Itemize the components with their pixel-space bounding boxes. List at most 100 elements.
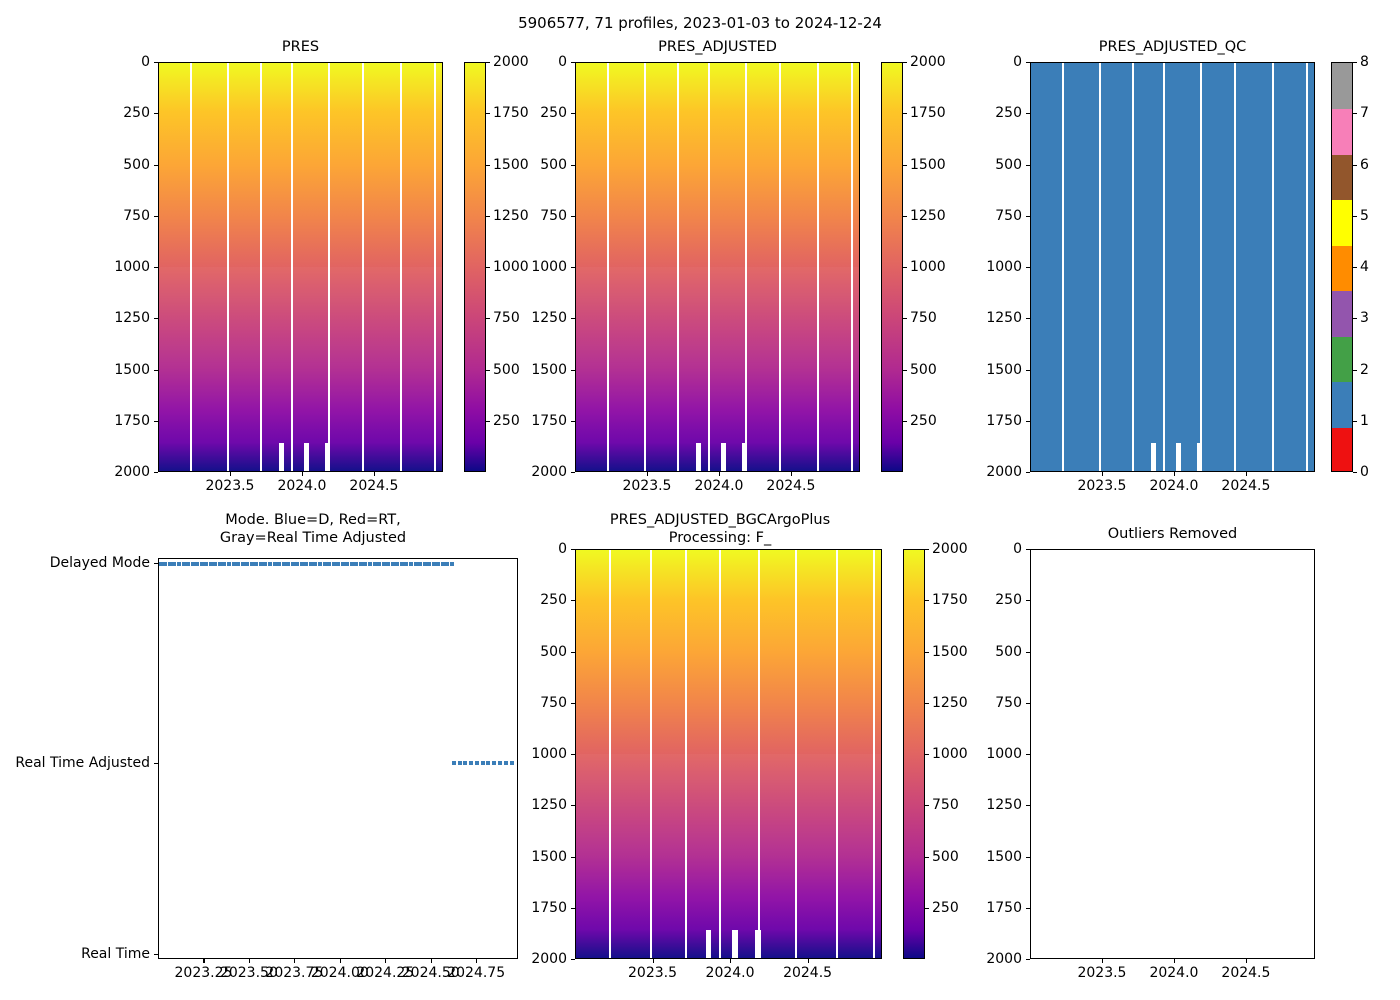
mode-data-point xyxy=(313,561,318,566)
heatmap-gradient-fill xyxy=(576,63,859,471)
y-tick-label: 1500 xyxy=(531,848,567,865)
colorbar-tick-mark xyxy=(486,267,490,269)
deep-data-gap xyxy=(1151,443,1157,471)
x-tick-mark xyxy=(718,472,721,476)
data-gap-line xyxy=(872,550,875,958)
y-tick-mark xyxy=(571,215,575,217)
y-tick-mark xyxy=(571,369,575,371)
qc-colorbar-tick-label: 0 xyxy=(1360,464,1369,480)
x-tick-mark xyxy=(385,959,387,963)
pres-colorbar[interactable] xyxy=(464,62,486,472)
y-tick-mark xyxy=(1026,907,1030,909)
y-tick-mark xyxy=(1026,754,1030,756)
mode-data-point xyxy=(440,561,445,566)
data-gap-line xyxy=(291,63,294,471)
x-tick-label: 2024.0 xyxy=(277,478,327,494)
data-gap-line xyxy=(328,63,331,471)
y-tick-mark xyxy=(1026,472,1030,474)
deep-data-gap xyxy=(1197,443,1203,471)
y-tick-mark xyxy=(571,702,575,704)
qc-colorbar-tick-mark xyxy=(1353,267,1357,269)
mode-data-point xyxy=(240,561,245,566)
y-tick-mark xyxy=(571,907,575,909)
panel-pres-adjusted-qc-title: PRES_ADJUSTED_QC xyxy=(1098,39,1247,55)
colorbar-tick-label: 750 xyxy=(910,310,937,327)
colorbar-tick-mark xyxy=(486,369,490,371)
bgcargoplus-heatmap-axes[interactable] xyxy=(575,549,882,959)
mode-data-point xyxy=(372,561,377,566)
pres-adjusted-heatmap-axes[interactable] xyxy=(575,62,860,472)
y-tick-mark xyxy=(1026,805,1030,807)
y-tick-mark xyxy=(154,472,158,474)
mode-data-point xyxy=(263,561,268,566)
colorbar-tick-label: 1750 xyxy=(910,105,946,122)
x-tick-label: 2024.0 xyxy=(1149,478,1199,494)
x-tick-label: 2024.0 xyxy=(705,965,755,981)
y-tick-label: 1250 xyxy=(531,310,567,327)
data-gap-line xyxy=(1306,63,1309,471)
bgcargoplus-colorbar[interactable] xyxy=(903,549,925,959)
mode-y-tick-mark xyxy=(154,763,158,765)
mode-data-point xyxy=(304,561,309,566)
colorbar-tick-mark xyxy=(925,907,929,909)
panel-pres-adjusted-title: PRES_ADJUSTED xyxy=(658,39,777,55)
y-tick-label: 250 xyxy=(995,105,1022,122)
y-tick-mark xyxy=(154,113,158,115)
y-tick-label: 1000 xyxy=(531,259,567,275)
mode-data-point xyxy=(254,561,259,566)
x-tick-mark xyxy=(1173,959,1176,963)
outliers-axes[interactable] xyxy=(1030,549,1315,959)
y-tick-mark xyxy=(154,369,158,371)
mode-data-point xyxy=(340,561,345,566)
data-gap-line xyxy=(608,550,611,958)
mode-axes[interactable] xyxy=(158,558,518,959)
x-tick-mark xyxy=(203,959,205,963)
x-tick-label: 2024.5 xyxy=(1221,478,1271,494)
y-tick-label: 1000 xyxy=(986,259,1022,275)
y-tick-label: 750 xyxy=(995,207,1022,224)
mode-y-tick-label: Real Time xyxy=(81,946,150,963)
y-tick-label: 0 xyxy=(1013,541,1022,557)
deep-data-gap xyxy=(325,443,331,471)
y-tick-mark xyxy=(571,856,575,858)
colorbar-tick-label: 1000 xyxy=(493,259,529,275)
qc-heatmap-axes[interactable] xyxy=(1030,62,1315,472)
y-tick-mark xyxy=(1026,549,1030,551)
mode-data-point xyxy=(368,561,373,566)
mode-series-layer xyxy=(159,559,517,958)
y-tick-label: 250 xyxy=(995,592,1022,609)
colorbar-tick-mark xyxy=(925,651,929,653)
pres-heatmap-axes[interactable] xyxy=(158,62,443,472)
x-tick-label: 2023.5 xyxy=(622,478,672,494)
y-tick-label: 2000 xyxy=(531,951,567,967)
mode-data-point xyxy=(208,561,213,566)
y-tick-label: 2000 xyxy=(114,464,150,480)
qc-colorbar[interactable] xyxy=(1331,62,1353,472)
qc-colorbar-tick-mark xyxy=(1353,472,1357,474)
mode-data-point xyxy=(322,561,327,566)
qc-colorbar-tick-label: 4 xyxy=(1360,259,1369,275)
data-gap-line xyxy=(1234,63,1237,471)
colorbar-tick-mark xyxy=(903,113,907,115)
panel-outliers-title: Outliers Removed xyxy=(1107,526,1238,542)
mode-data-point xyxy=(431,561,436,566)
mode-data-point xyxy=(217,561,222,566)
qc-colorbar-segment-3 xyxy=(1332,290,1352,337)
x-tick-mark xyxy=(476,959,478,963)
x-tick-mark xyxy=(1101,959,1104,963)
colorbar-tick-label: 1250 xyxy=(910,207,946,224)
x-tick-label: 2023.5 xyxy=(628,965,678,981)
y-tick-mark xyxy=(571,318,575,320)
y-tick-mark xyxy=(571,959,575,961)
x-tick-mark xyxy=(248,959,250,963)
y-tick-mark xyxy=(1026,113,1030,115)
y-tick-label: 250 xyxy=(540,592,567,609)
pres-adjusted-colorbar[interactable] xyxy=(881,62,903,472)
y-tick-mark xyxy=(1026,267,1030,269)
mode-data-point xyxy=(349,561,354,566)
colorbar-tick-mark xyxy=(903,267,907,269)
qc-colorbar-tick-label: 8 xyxy=(1360,54,1369,70)
mode-data-point xyxy=(181,561,186,566)
colorbar-tick-mark xyxy=(486,62,490,64)
mode-data-point xyxy=(163,561,168,566)
